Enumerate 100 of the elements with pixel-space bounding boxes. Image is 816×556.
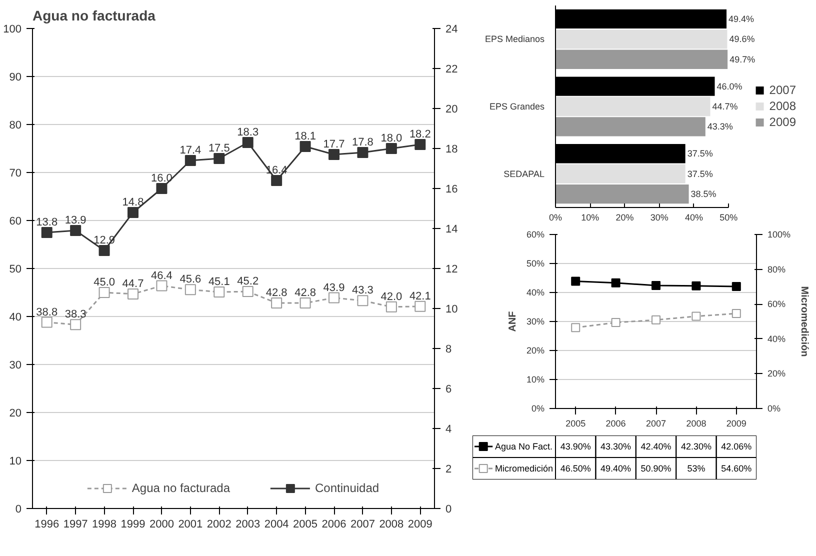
x-tick-label: 2003 <box>236 518 260 530</box>
data-label: 42.30% <box>680 442 712 452</box>
data-label: 43.30% <box>600 442 632 452</box>
point <box>184 284 196 296</box>
point <box>156 183 168 194</box>
data-label: 38.3 <box>64 308 86 321</box>
x-tick-label: 0% <box>548 212 562 222</box>
legend-label: Continuidad <box>315 481 380 495</box>
x-tick-label: 2006 <box>322 518 346 530</box>
point <box>357 295 368 306</box>
x-tick-label: 2009 <box>408 518 432 530</box>
y-tick-label: EPS Medianos <box>484 34 545 44</box>
point <box>214 286 225 298</box>
x-tick-label: 2007 <box>646 418 666 428</box>
y2-tick-label: 4 <box>446 424 452 436</box>
data-label: 18.1 <box>294 130 316 142</box>
point <box>128 207 138 218</box>
data-label: 13.9 <box>64 214 86 226</box>
data-label: 42.8 <box>266 287 288 300</box>
y-tick-label: 50% <box>526 258 544 268</box>
y-tick-label: 70 <box>9 168 22 180</box>
x-tick-label: 2007 <box>350 518 375 530</box>
y-tick-label: SEDAPAL <box>504 168 545 179</box>
bar <box>556 184 689 204</box>
point <box>571 323 580 332</box>
data-label: 42.40% <box>640 442 672 452</box>
point <box>242 286 254 298</box>
legend-label: 2009 <box>769 115 796 129</box>
y-tick-label: 80 <box>9 120 22 132</box>
y2-tick-label: 0 <box>446 504 452 516</box>
data-label: 45.1 <box>208 276 230 288</box>
y-tick-label: 60% <box>526 230 544 240</box>
data-label: 18.0 <box>380 132 402 144</box>
data-label: 17.7 <box>323 138 345 150</box>
y-tick-label: 100 <box>3 24 22 36</box>
y2-tick-label: 6 <box>446 384 452 396</box>
data-label: 44.7 <box>122 278 144 290</box>
data-label: 50.90% <box>640 464 672 474</box>
y2-tick-label: 16 <box>446 184 458 196</box>
y2-tick-label: 80% <box>768 264 786 274</box>
data-label: 38.5% <box>690 189 716 200</box>
data-label: 38.8 <box>36 306 58 318</box>
data-label: 43.90% <box>560 442 591 452</box>
data-label: 13.8 <box>36 216 58 228</box>
legend-label: Micromedición <box>495 464 554 474</box>
data-label: 54.60% <box>721 464 752 474</box>
y2-tick-label: 24 <box>446 24 458 36</box>
y2-tick-label: 60% <box>768 299 786 310</box>
data-label: 46.0% <box>716 81 742 92</box>
point <box>214 153 225 164</box>
y-tick-label: 40% <box>526 288 544 298</box>
y2-tick-label: 8 <box>446 344 452 356</box>
legend-label: Agua no facturada <box>132 481 230 495</box>
y2-tick-label: 40% <box>768 334 786 344</box>
x-tick-label: 2001 <box>178 518 203 530</box>
y-tick-label: 10% <box>526 374 544 384</box>
data-label: 42.0 <box>380 290 402 303</box>
x-tick-label: 2005 <box>566 418 586 428</box>
data-label: 45.6 <box>180 274 202 286</box>
data-label: 43.3 <box>352 284 374 297</box>
y-tick-label: 50 <box>9 264 22 276</box>
y-tick-label: 30% <box>526 316 544 326</box>
x-tick-label: 50% <box>720 212 738 222</box>
y-axis-title: ANF <box>507 311 518 332</box>
y-tick-label: 20 <box>9 408 22 420</box>
point <box>692 312 701 321</box>
y-tick-label: 30 <box>9 360 22 372</box>
y-tick-label: 0 <box>15 504 22 516</box>
data-label: 49.40% <box>600 464 632 474</box>
bar <box>556 164 686 184</box>
point <box>611 318 620 328</box>
x-tick-label: 2002 <box>206 518 232 530</box>
bar <box>556 96 710 116</box>
x-tick-label: 1998 <box>92 518 117 530</box>
y2-tick-label: 100% <box>768 230 791 240</box>
x-tick-label: 1999 <box>120 518 146 530</box>
point <box>300 298 311 309</box>
y-tick-label: 60 <box>9 216 22 228</box>
data-label: 17.8 <box>352 136 374 148</box>
data-label: 44.7% <box>712 102 738 112</box>
point <box>70 225 82 236</box>
data-label: 46.4 <box>151 270 172 282</box>
point <box>357 147 368 158</box>
point <box>242 137 254 148</box>
point <box>328 292 340 304</box>
legend-label: 2008 <box>769 99 796 113</box>
point <box>732 308 741 318</box>
y2-tick-label: 12 <box>446 264 458 276</box>
point <box>128 288 138 300</box>
data-label: 14.8 <box>122 196 144 208</box>
data-label: 18.3 <box>237 126 259 138</box>
y-tick-label: 90 <box>9 72 22 84</box>
data-label: 43.3% <box>707 122 733 132</box>
data-label: 49.6% <box>729 34 755 44</box>
y2-axis-title: Micromedición <box>798 286 810 357</box>
x-tick-label: 2004 <box>264 518 289 530</box>
y-tick-label: EPS Grandes <box>489 102 545 112</box>
point <box>328 149 340 160</box>
point <box>414 139 426 150</box>
x-tick-label: 10% <box>581 212 600 222</box>
